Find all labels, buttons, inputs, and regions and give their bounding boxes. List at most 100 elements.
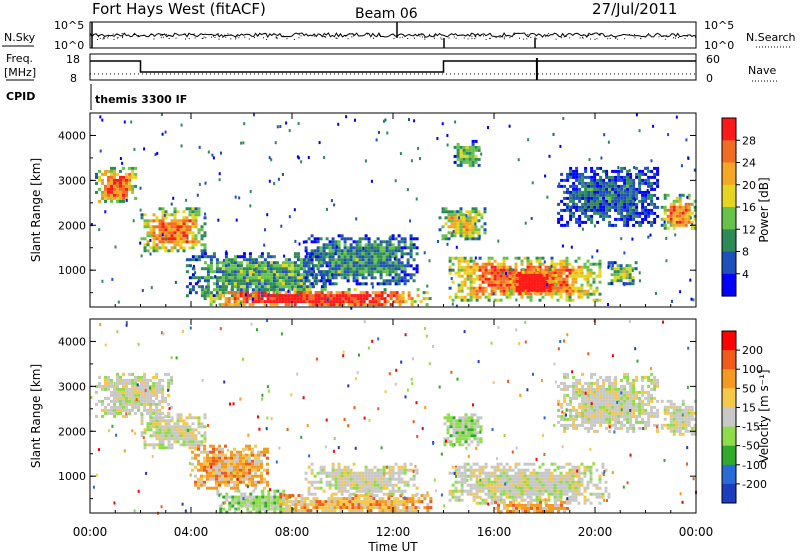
range-gate-cell [472, 292, 476, 296]
range-gate-cell [536, 276, 540, 280]
range-gate-cell [544, 271, 548, 275]
range-gate-cell [272, 300, 276, 304]
range-gate-cell [194, 480, 197, 484]
range-gate-cell [395, 294, 399, 298]
range-gate-cell [518, 282, 522, 286]
range-gate-cell [438, 216, 442, 220]
range-gate-cell [542, 276, 546, 280]
range-gate-cell [385, 270, 389, 274]
range-gate-cell [269, 273, 273, 277]
noise-search-dot [489, 37, 491, 39]
range-gate-cell [185, 258, 189, 262]
range-gate-cell [452, 431, 456, 435]
range-gate-cell [429, 497, 433, 501]
range-gate-cell [349, 255, 353, 259]
range-gate-cell [188, 231, 192, 235]
range-gate-cell [179, 225, 183, 229]
range-gate-cell [364, 258, 368, 262]
range-gate-cell [502, 280, 506, 284]
range-gate-cell [257, 480, 260, 484]
range-gate-cell [496, 286, 500, 290]
range-gate-cell [530, 288, 534, 292]
range-gate-cell [409, 249, 413, 253]
range-gate-cell [449, 434, 453, 438]
noise-search-dot [463, 37, 465, 39]
range-gate-cell [560, 199, 564, 203]
range-gate-cell [446, 413, 450, 417]
range-gate-cell [580, 271, 584, 275]
range-gate-cell [323, 303, 327, 307]
range-gate-cell [194, 237, 198, 241]
scatter-cell [691, 222, 694, 226]
range-gate-cell [578, 223, 582, 227]
range-gate-cell [254, 279, 258, 283]
freq-panel-frame [89, 53, 697, 81]
range-gate-cell [179, 246, 183, 250]
range-gate-cell [334, 471, 338, 475]
range-gate-cell [394, 270, 398, 274]
range-gate-cell [548, 267, 552, 271]
range-gate-cell [590, 202, 594, 206]
range-gate-cell [158, 222, 162, 226]
range-gate-cell [354, 494, 358, 498]
range-gate-cell [536, 288, 540, 292]
range-gate-cell [415, 246, 419, 250]
range-gate-cell [348, 503, 352, 507]
range-gate-cell [644, 211, 648, 215]
range-gate-cell [300, 494, 304, 498]
scatter-cell [628, 169, 631, 173]
range-gate-cell [554, 279, 558, 283]
range-gate-cell [602, 169, 606, 173]
range-gate-cell [331, 264, 335, 268]
range-gate-cell [403, 270, 407, 274]
range-gate-cell [622, 276, 626, 280]
range-gate-cell [230, 270, 234, 274]
range-gate-cell [457, 498, 461, 502]
range-gate-cell [293, 282, 297, 286]
range-gate-cell [191, 437, 195, 441]
range-gate-cell [392, 291, 396, 295]
range-gate-cell [110, 405, 113, 409]
range-gate-cell [337, 480, 341, 484]
noise-search-dot [317, 33, 319, 35]
range-gate-cell [675, 208, 679, 212]
range-gate-cell [128, 187, 132, 191]
range-gate-cell [248, 255, 252, 259]
range-gate-cell [363, 503, 367, 507]
noise-search-dot [276, 37, 278, 39]
range-gate-cell [304, 477, 308, 481]
range-gate-cell [206, 462, 209, 466]
range-gate-cell [236, 267, 240, 271]
range-gate-cell [456, 163, 460, 167]
range-gate-cell [248, 465, 251, 469]
range-gate-cell [237, 504, 241, 508]
range-gate-cell [170, 213, 174, 217]
range-gate-cell [456, 157, 460, 161]
range-gate-cell [447, 219, 451, 223]
range-gate-cell [266, 252, 270, 256]
range-gate-cell [340, 258, 344, 262]
range-gate-cell [610, 273, 614, 277]
range-gate-cell [353, 297, 357, 301]
range-gate-cell [460, 474, 464, 478]
range-gate-cell [381, 503, 385, 507]
noise-search-dot [422, 36, 423, 38]
scatter-cell [552, 132, 555, 136]
scatter-cell [277, 177, 280, 181]
colorbar-tick-label: 12 [742, 223, 756, 236]
freq-tick-top: 18 [66, 53, 80, 66]
range-gate-cell [547, 271, 551, 275]
scatter-cell [524, 221, 527, 225]
range-gate-cell [496, 268, 500, 272]
range-gate-cell [502, 292, 506, 296]
range-gate-cell [336, 500, 340, 504]
range-gate-cell [634, 267, 638, 271]
range-gate-cell [231, 498, 235, 502]
nave-tick-bottom: 0 [706, 72, 713, 85]
range-gate-cell [394, 246, 398, 250]
range-gate-cell [308, 288, 312, 292]
range-gate-cell [316, 279, 320, 283]
range-gate-cell [308, 297, 312, 301]
range-gate-cell [200, 443, 204, 447]
range-gate-cell [164, 210, 168, 214]
